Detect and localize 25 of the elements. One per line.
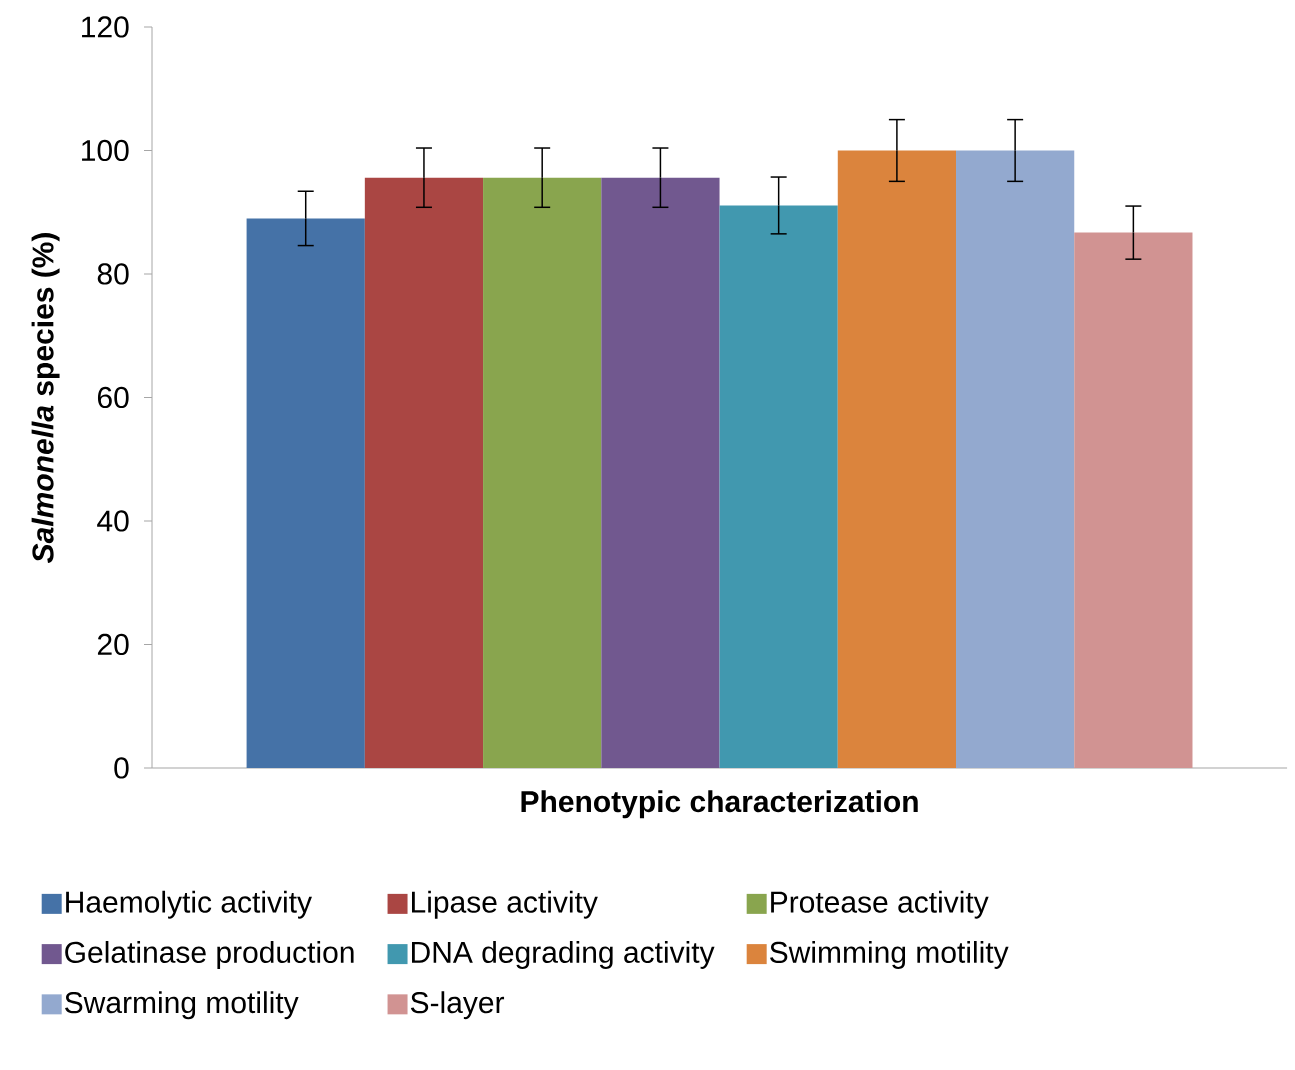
y-axis-title: Salmonella species (%): [31, 233, 60, 564]
bar: [483, 177, 602, 768]
bar: [364, 177, 484, 768]
y-tick-label: 100: [82, 139, 129, 162]
legend-label: S-layer: [410, 991, 505, 1020]
y-tick-label: 120: [82, 16, 129, 38]
y-tick-label: 20: [97, 633, 129, 656]
bar: [601, 177, 720, 768]
y-tick-label: 80: [97, 263, 129, 285]
legend-label: Swarming motility: [65, 991, 299, 1020]
legend-label: Haemolytic activity: [66, 890, 312, 919]
bar: [719, 205, 838, 768]
legend-label: Gelatinase production: [65, 940, 354, 969]
y-tick-label: 60: [97, 386, 129, 409]
y-tick-label: 40: [97, 510, 129, 532]
legend-label: Swimming motility: [770, 940, 1009, 969]
bar: [837, 150, 957, 768]
legend-label: DNA degrading activity: [412, 940, 715, 969]
bar: [956, 150, 1075, 768]
x-axis-title: Phenotypic characterization: [521, 790, 918, 819]
legend-label: Lipase activity: [412, 890, 598, 919]
legend-label: Protease activity: [771, 890, 989, 919]
bar: [246, 218, 365, 768]
y-tick-label: 0: [114, 757, 129, 779]
bar: [1074, 232, 1193, 768]
